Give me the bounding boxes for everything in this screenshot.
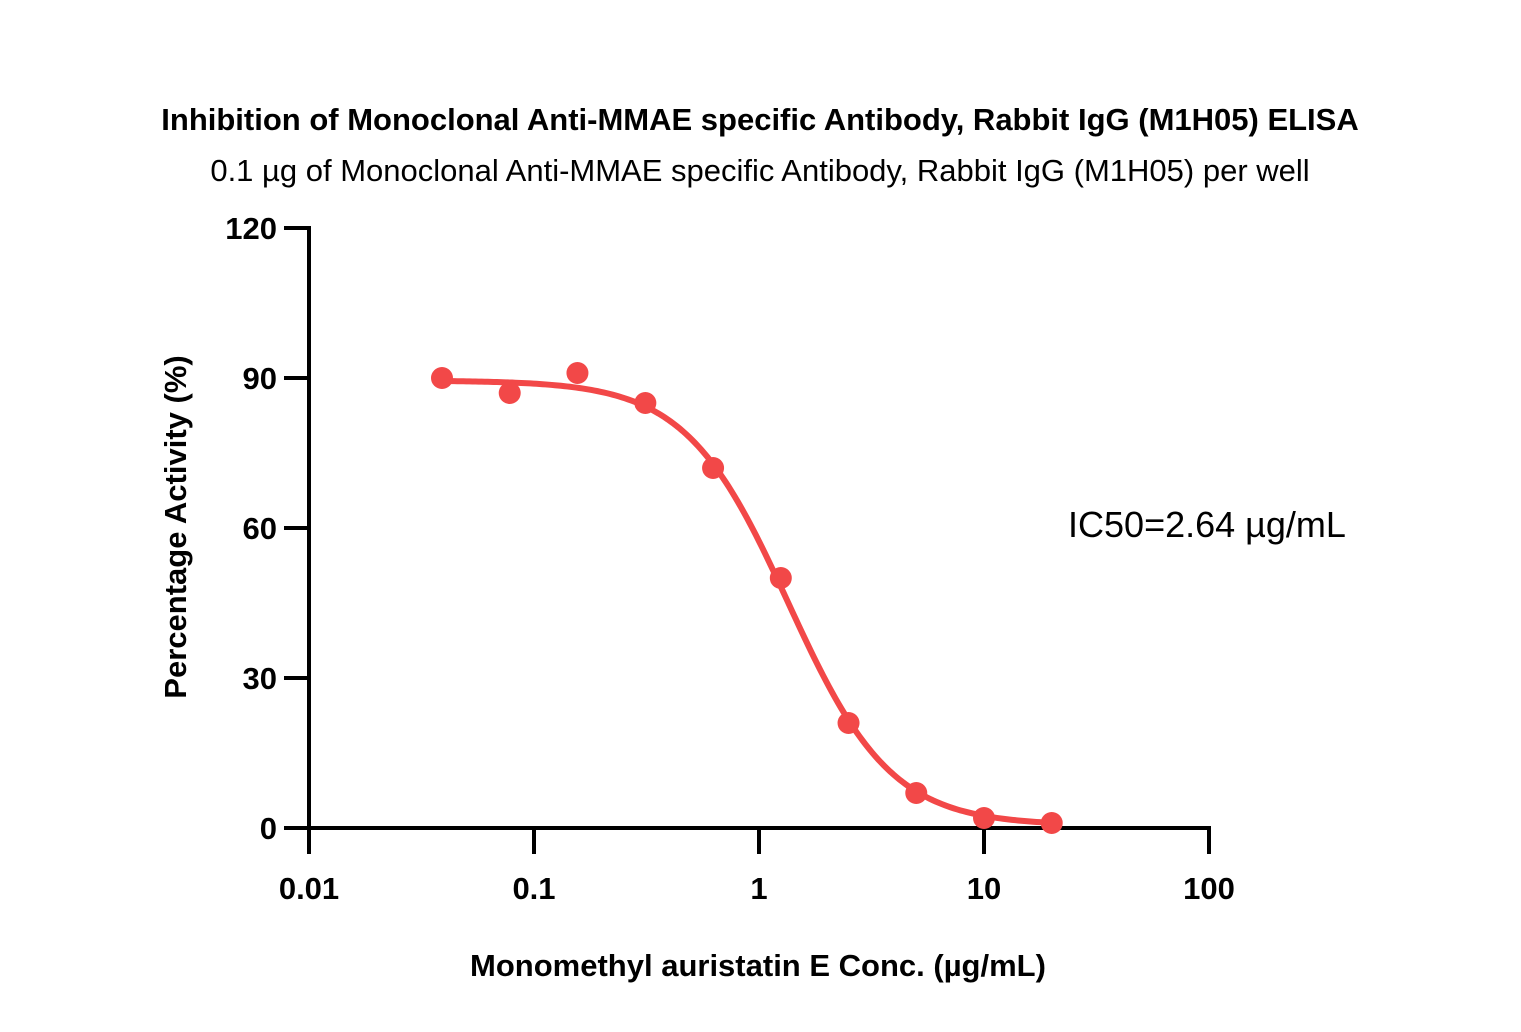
x-tick-label: 100 — [1183, 871, 1235, 906]
data-point — [430, 367, 453, 389]
y-tick-label: 90 — [243, 361, 277, 396]
x-axis-label: Monomethyl auristatin E Conc. (µg/mL) — [470, 948, 1046, 983]
data-point — [634, 392, 657, 414]
data-point — [566, 362, 589, 384]
x-tick-label: 0.01 — [279, 871, 339, 906]
y-axis-label: Percentage Activity (%) — [158, 355, 193, 698]
data-point — [973, 807, 995, 829]
x-axis: 0.01 0.1 1 10 100 — [279, 826, 1235, 906]
data-point — [1040, 812, 1063, 834]
x-tick-label: 0.1 — [512, 871, 555, 906]
data-point — [769, 567, 792, 589]
data-point — [702, 457, 725, 479]
chart-title: Inhibition of Monoclonal Anti-MMAE speci… — [161, 102, 1358, 137]
chart-subtitle: 0.1 µg of Monoclonal Anti-MMAE specific … — [210, 153, 1309, 188]
y-tick-label: 30 — [243, 661, 277, 696]
data-points — [430, 362, 1063, 834]
data-point — [837, 712, 860, 734]
x-tick-label: 10 — [967, 871, 1001, 906]
y-tick-label: 60 — [243, 511, 277, 546]
y-axis: 0 30 60 90 120 — [225, 211, 311, 846]
ic50-annotation: IC50=2.64 µg/mL — [1068, 504, 1346, 545]
y-tick-label: 120 — [225, 211, 277, 246]
y-tick-label: 0 — [260, 811, 277, 846]
x-tick-label: 1 — [750, 871, 767, 906]
data-point — [905, 782, 928, 804]
data-point — [498, 382, 521, 404]
fit-curve — [438, 378, 1055, 826]
